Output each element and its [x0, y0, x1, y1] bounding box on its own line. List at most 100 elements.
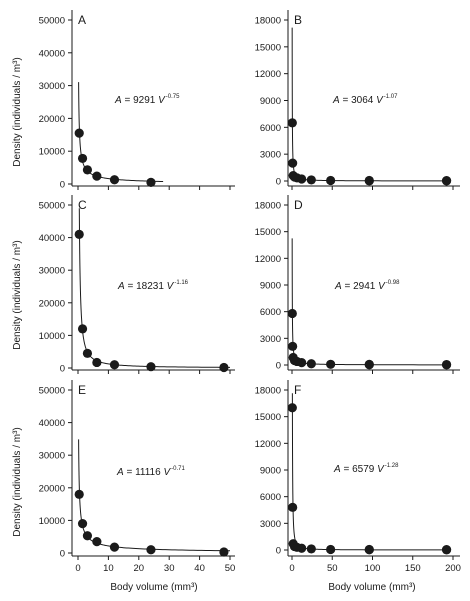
y-tick-label: 30000	[39, 266, 65, 277]
x-tick-label: 40	[194, 563, 205, 574]
data-point	[92, 357, 102, 368]
data-point	[287, 308, 297, 319]
y-tick-label: 3000	[260, 334, 281, 345]
panel-f: F 0 3000 6000 9000 12000 15000 18000 0 50 100 150 20…	[255, 380, 461, 574]
panel-letter: B	[294, 13, 302, 27]
data-point	[297, 174, 307, 184]
data-point	[74, 229, 84, 239]
panel-d: D 0 3000 6000 9000 12000 15000 18000 A = 2941 V-…	[255, 195, 460, 374]
data-point	[288, 341, 298, 351]
panel-a: A 0 10000 20000 30000 40000 50000 A = 9291 V-0.…	[39, 10, 235, 191]
fit-curve	[78, 439, 231, 552]
data-point	[109, 175, 120, 185]
data-point	[297, 543, 307, 553]
data-point	[364, 359, 374, 369]
y-tick-label: 18000	[255, 386, 281, 397]
x-tick-label: 30	[164, 563, 175, 574]
panel-letter: F	[294, 383, 301, 397]
panel-letter: D	[294, 198, 303, 212]
data-point	[306, 359, 316, 369]
fit-curve	[291, 238, 449, 366]
y-tick-label: 30000	[39, 81, 65, 92]
panel-letter: E	[78, 383, 86, 397]
data-point	[77, 519, 88, 529]
y-tick-label: 0	[60, 180, 65, 191]
x-tick-label: 0	[289, 563, 294, 574]
x-tick-label: 10	[103, 563, 114, 574]
y-tick-label: 10000	[39, 147, 65, 158]
y-tick-label: 6000	[260, 307, 281, 318]
y-tick-label: 9000	[260, 466, 281, 477]
y-tick-label: 3000	[260, 519, 281, 530]
fit-equation: A = 9291 V-0.75	[114, 94, 180, 106]
y-tick-label: 0	[276, 546, 281, 557]
y-tick-label: 6000	[260, 123, 281, 134]
data-point	[326, 359, 336, 369]
data-point	[287, 118, 297, 128]
x-tick-label: 100	[365, 563, 381, 574]
y-axis-label-top: Density (individuals / m³)	[12, 57, 23, 166]
y-tick-label: 50000	[39, 386, 65, 397]
data-point	[82, 531, 93, 541]
y-tick-label: 9000	[260, 96, 281, 107]
data-point	[109, 542, 120, 552]
x-axis-label-left: Body volume (mm³)	[110, 582, 197, 593]
data-point	[74, 128, 84, 138]
y-tick-label: 20000	[39, 298, 65, 309]
y-tick-label: 18000	[255, 16, 281, 27]
y-tick-label: 0	[60, 364, 65, 375]
x-axis-label-right: Body volume (mm³)	[328, 582, 415, 593]
data-point	[288, 502, 298, 512]
data-point	[109, 360, 120, 370]
panel-b: B 0 3000 6000 9000 12000 15000 18000 A = 3064 V-…	[255, 10, 460, 190]
y-axis-label-middle: Density (individuals / m³)	[12, 240, 23, 349]
data-point	[326, 175, 336, 186]
x-tick-label: 0	[75, 563, 80, 574]
y-tick-label: 0	[276, 177, 281, 188]
data-point	[364, 175, 374, 186]
data-point	[306, 544, 316, 554]
fit-equation: A = 11116 V-0.71	[116, 466, 185, 478]
y-tick-label: 10000	[39, 331, 65, 342]
data-point	[146, 362, 156, 372]
panel-letter: C	[78, 198, 87, 212]
y-tick-label: 10000	[39, 516, 65, 527]
y-tick-label: 3000	[260, 150, 281, 161]
data-point	[92, 171, 102, 181]
data-point	[306, 175, 316, 185]
y-tick-label: 15000	[255, 42, 281, 53]
data-point	[219, 362, 229, 373]
fit-equation: A = 3064 V-1.07	[332, 94, 398, 106]
data-point	[288, 158, 298, 168]
data-point	[82, 348, 93, 358]
y-tick-label: 20000	[39, 114, 65, 125]
x-tick-label: 20	[134, 563, 145, 574]
data-point	[441, 545, 452, 555]
fit-equation: A = 18231 V-1.16	[117, 280, 189, 292]
y-axis-label-bottom: Density (individuals / m³)	[12, 427, 23, 536]
data-point	[77, 153, 88, 164]
data-point	[297, 358, 307, 368]
y-tick-label: 18000	[255, 201, 281, 212]
x-tick-label: 50	[225, 563, 236, 574]
y-tick-label: 15000	[255, 227, 281, 238]
data-point	[326, 544, 336, 555]
data-point	[287, 403, 297, 413]
data-point	[219, 547, 229, 557]
panel-letter: A	[78, 13, 86, 27]
data-point	[74, 489, 84, 499]
data-point	[441, 176, 452, 186]
x-tick-label: 50	[327, 563, 338, 574]
y-tick-label: 0	[276, 361, 281, 372]
y-tick-label: 12000	[255, 254, 281, 265]
y-tick-label: 40000	[39, 48, 65, 59]
x-tick-label: 200	[445, 563, 461, 574]
data-point	[92, 536, 102, 547]
y-tick-label: 20000	[39, 483, 65, 494]
data-point	[146, 545, 156, 555]
fit-equation: A = 6579 V-1.28	[333, 463, 399, 475]
y-tick-label: 40000	[39, 233, 65, 244]
x-tick-label: 150	[405, 563, 421, 574]
y-tick-label: 30000	[39, 451, 65, 462]
